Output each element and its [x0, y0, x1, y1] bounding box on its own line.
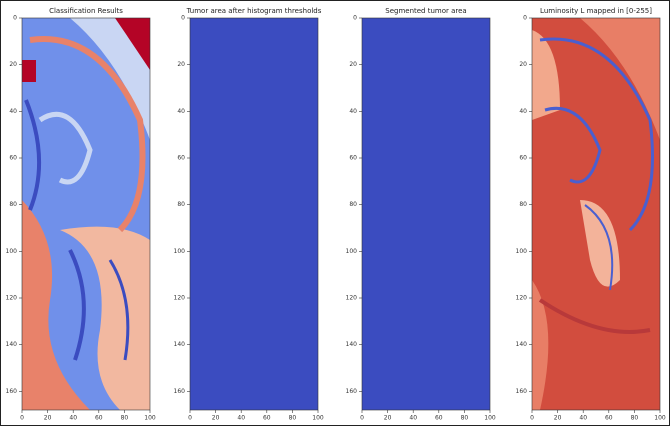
- axes-frame: [361, 17, 491, 411]
- y-tick-label: 0: [523, 15, 527, 22]
- y-tick-label: 120: [6, 295, 18, 302]
- y-tick-label: 120: [516, 295, 528, 302]
- x-tick-label: 20: [384, 415, 392, 422]
- x-tick-label: 20: [554, 415, 562, 422]
- classification-image: [22, 18, 150, 410]
- x-tick-label: 40: [409, 415, 417, 422]
- y-tick-label: 160: [6, 388, 18, 395]
- y-tick-label: 20: [9, 61, 17, 68]
- x-tick-label: 80: [121, 415, 129, 422]
- y-tick-label: 40: [519, 108, 527, 115]
- x-tick-label: 80: [289, 415, 297, 422]
- y-tick-label: 100: [174, 248, 186, 255]
- y-tick-label: 100: [6, 248, 18, 255]
- y-tick-label: 80: [9, 201, 17, 208]
- y-tick-label: 60: [177, 155, 185, 162]
- axes-frame: [531, 17, 661, 411]
- x-tick-label: 20: [44, 415, 52, 422]
- y-tick-label: 160: [346, 388, 358, 395]
- panel-title: Luminosity L mapped in [0-255]: [540, 7, 652, 15]
- axes-frame: [189, 17, 319, 411]
- y-tick-label: 60: [519, 155, 527, 162]
- y-tick-label: 20: [177, 61, 185, 68]
- y-tick-label: 80: [349, 201, 357, 208]
- y-tick-label: 140: [516, 341, 528, 348]
- luminosity-image: [532, 18, 660, 410]
- x-tick-label: 100: [484, 415, 496, 422]
- y-tick-label: 60: [349, 155, 357, 162]
- x-tick-label: 0: [20, 415, 24, 422]
- x-tick-label: 60: [605, 415, 613, 422]
- y-tick-label: 100: [516, 248, 528, 255]
- x-tick-label: 40: [69, 415, 77, 422]
- x-tick-label: 80: [461, 415, 469, 422]
- y-tick-label: 40: [9, 108, 17, 115]
- axes-frame: [21, 17, 151, 411]
- panel-title: Tumor area after histogram thresholds: [186, 7, 322, 15]
- y-tick-label: 60: [9, 155, 17, 162]
- x-tick-label: 60: [263, 415, 271, 422]
- y-tick-label: 120: [346, 295, 358, 302]
- x-tick-label: 40: [237, 415, 245, 422]
- y-tick-label: 160: [174, 388, 186, 395]
- y-tick-label: 20: [519, 61, 527, 68]
- y-tick-label: 80: [177, 201, 185, 208]
- x-tick-label: 60: [95, 415, 103, 422]
- y-tick-label: 80: [519, 201, 527, 208]
- y-tick-label: 0: [181, 15, 185, 22]
- y-tick-label: 140: [174, 341, 186, 348]
- panel-title: Classification Results: [49, 7, 123, 15]
- x-tick-label: 40: [579, 415, 587, 422]
- x-tick-label: 100: [654, 415, 666, 422]
- image: [362, 18, 490, 410]
- y-tick-label: 140: [346, 341, 358, 348]
- y-tick-label: 20: [349, 61, 357, 68]
- x-tick-label: 0: [360, 415, 364, 422]
- panel-title: Segmented tumor area: [385, 7, 466, 15]
- x-tick-label: 20: [212, 415, 220, 422]
- y-tick-label: 40: [177, 108, 185, 115]
- y-tick-label: 140: [6, 341, 18, 348]
- y-tick-label: 0: [353, 15, 357, 22]
- y-tick-label: 0: [13, 15, 17, 22]
- y-tick-label: 100: [346, 248, 358, 255]
- y-tick-label: 160: [516, 388, 528, 395]
- x-tick-label: 100: [312, 415, 324, 422]
- image: [190, 18, 318, 410]
- y-tick-label: 40: [349, 108, 357, 115]
- x-tick-label: 0: [530, 415, 534, 422]
- x-tick-label: 60: [435, 415, 443, 422]
- x-tick-label: 0: [188, 415, 192, 422]
- x-tick-label: 80: [631, 415, 639, 422]
- x-tick-label: 100: [144, 415, 156, 422]
- y-tick-label: 120: [174, 295, 186, 302]
